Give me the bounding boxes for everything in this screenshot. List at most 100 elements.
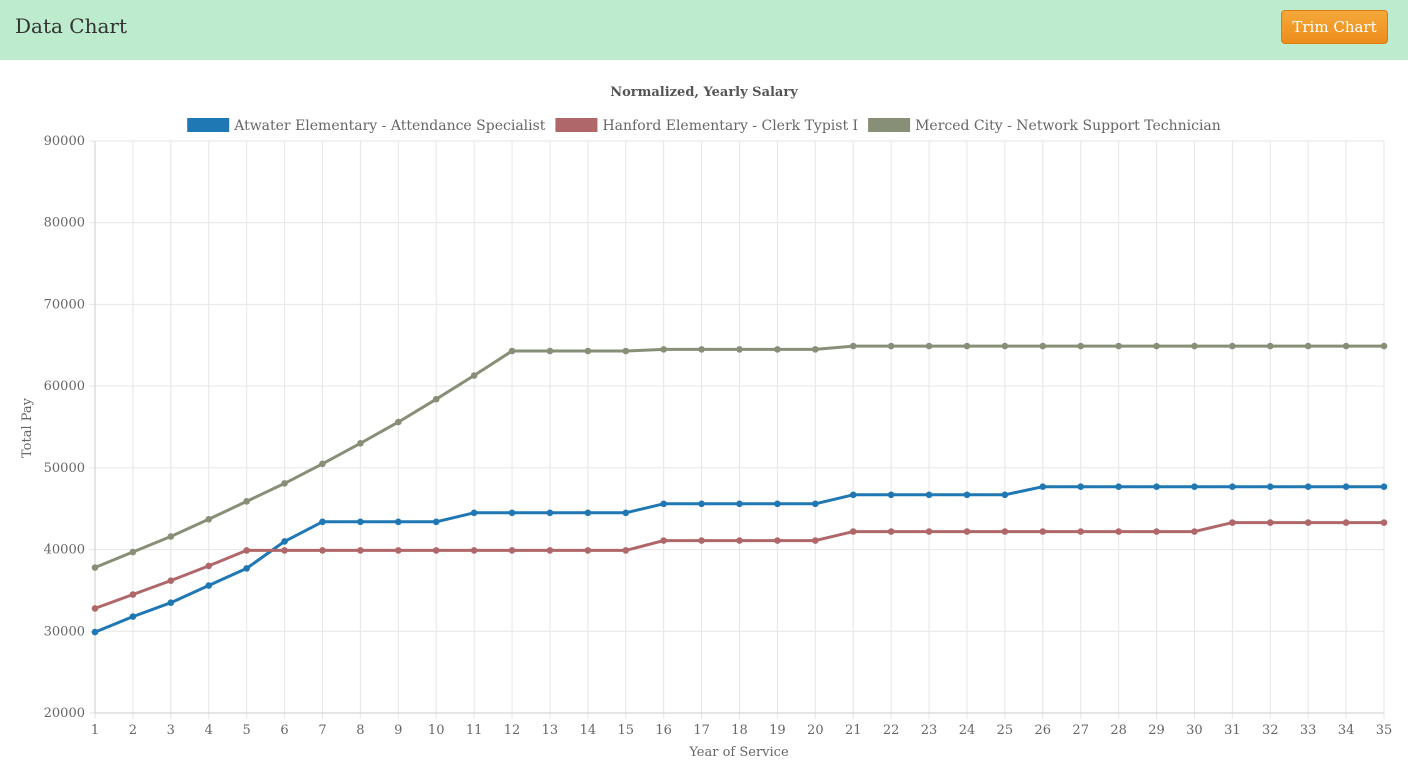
data-point[interactable]	[774, 537, 781, 544]
data-point[interactable]	[584, 509, 592, 517]
data-point[interactable]	[736, 500, 743, 508]
data-point[interactable]	[1077, 483, 1085, 490]
data-point[interactable]	[508, 509, 516, 517]
data-point[interactable]	[357, 518, 364, 526]
data-point[interactable]	[1115, 342, 1122, 350]
data-point[interactable]	[205, 516, 213, 523]
data-point[interactable]	[205, 562, 213, 570]
data-point[interactable]	[736, 537, 743, 544]
data-point[interactable]	[774, 346, 781, 353]
data-point[interactable]	[91, 564, 99, 571]
data-point[interactable]	[1380, 519, 1388, 526]
data-point[interactable]	[1342, 519, 1350, 526]
data-point[interactable]	[1001, 342, 1009, 350]
data-point[interactable]	[887, 491, 895, 499]
legend-item[interactable]: Hanford Elementary - Clerk Typist I	[555, 118, 858, 134]
data-point[interactable]	[546, 547, 554, 554]
legend[interactable]: Atwater Elementary - Attendance Speciali…	[187, 118, 1221, 134]
data-point[interactable]	[508, 347, 516, 355]
data-point[interactable]	[1304, 483, 1312, 490]
data-point[interactable]	[887, 528, 895, 535]
data-point[interactable]	[1115, 483, 1122, 490]
data-point[interactable]	[357, 547, 364, 554]
data-point[interactable]	[698, 500, 705, 508]
data-point[interactable]	[1342, 483, 1350, 490]
data-point[interactable]	[129, 548, 137, 556]
data-point[interactable]	[546, 347, 554, 355]
data-point[interactable]	[1229, 342, 1236, 350]
data-point[interactable]	[129, 613, 137, 620]
data-point[interactable]	[432, 547, 440, 554]
data-point[interactable]	[1153, 342, 1160, 350]
data-point[interactable]	[167, 599, 175, 606]
data-point[interactable]	[394, 418, 402, 426]
data-point[interactable]	[1153, 528, 1160, 535]
data-point[interactable]	[1001, 491, 1009, 499]
data-point[interactable]	[243, 547, 250, 554]
data-point[interactable]	[470, 372, 478, 379]
data-point[interactable]	[281, 547, 288, 554]
data-point[interactable]	[546, 509, 554, 517]
data-point[interactable]	[394, 547, 402, 554]
data-point[interactable]	[1191, 528, 1198, 535]
data-point[interactable]	[1191, 342, 1198, 350]
data-point[interactable]	[1039, 342, 1047, 350]
data-point[interactable]	[698, 346, 705, 353]
data-point[interactable]	[91, 605, 99, 612]
data-point[interactable]	[698, 537, 705, 544]
data-point[interactable]	[925, 342, 933, 350]
data-point[interactable]	[281, 480, 288, 487]
data-point[interactable]	[281, 538, 288, 545]
data-point[interactable]	[1266, 519, 1274, 526]
data-point[interactable]	[357, 440, 364, 447]
data-point[interactable]	[167, 577, 175, 584]
data-point[interactable]	[1153, 483, 1160, 490]
data-point[interactable]	[963, 342, 971, 350]
data-point[interactable]	[1229, 483, 1236, 490]
legend-item[interactable]: Merced City - Network Support Technician	[868, 118, 1221, 134]
data-point[interactable]	[660, 537, 667, 544]
data-point[interactable]	[1266, 483, 1274, 490]
legend-item[interactable]: Atwater Elementary - Attendance Speciali…	[187, 118, 546, 134]
data-point[interactable]	[319, 518, 326, 526]
data-point[interactable]	[205, 582, 213, 589]
data-point[interactable]	[432, 518, 440, 526]
data-point[interactable]	[584, 547, 592, 554]
data-point[interactable]	[925, 528, 933, 535]
data-point[interactable]	[660, 500, 667, 508]
data-point[interactable]	[1039, 483, 1047, 490]
data-point[interactable]	[243, 565, 250, 572]
data-point[interactable]	[849, 528, 857, 535]
data-point[interactable]	[129, 591, 137, 598]
data-point[interactable]	[963, 491, 971, 499]
data-point[interactable]	[91, 628, 99, 636]
data-point[interactable]	[812, 537, 819, 544]
data-point[interactable]	[622, 547, 630, 554]
data-point[interactable]	[812, 346, 819, 353]
data-point[interactable]	[470, 547, 478, 554]
data-point[interactable]	[470, 509, 478, 517]
data-point[interactable]	[887, 342, 895, 350]
data-point[interactable]	[319, 547, 326, 554]
data-point[interactable]	[1380, 483, 1388, 490]
data-point[interactable]	[660, 346, 667, 353]
data-point[interactable]	[622, 347, 630, 355]
data-point[interactable]	[1077, 342, 1085, 350]
data-point[interactable]	[849, 491, 857, 499]
data-point[interactable]	[167, 533, 175, 540]
data-point[interactable]	[1077, 528, 1085, 535]
data-point[interactable]	[849, 342, 857, 350]
data-point[interactable]	[812, 500, 819, 508]
data-point[interactable]	[243, 498, 250, 505]
data-point[interactable]	[584, 347, 592, 355]
data-point[interactable]	[1229, 519, 1236, 526]
data-point[interactable]	[774, 500, 781, 508]
data-point[interactable]	[1191, 483, 1198, 490]
data-point[interactable]	[925, 491, 933, 499]
data-point[interactable]	[1001, 528, 1009, 535]
data-point[interactable]	[319, 460, 326, 468]
data-point[interactable]	[622, 509, 630, 517]
data-point[interactable]	[1304, 342, 1312, 350]
data-point[interactable]	[508, 547, 516, 554]
trim-chart-button[interactable]: Trim Chart	[1281, 10, 1388, 44]
